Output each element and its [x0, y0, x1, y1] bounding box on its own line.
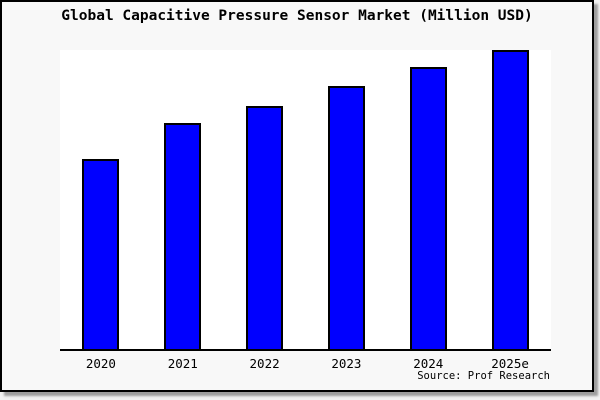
source-credit: Source: Prof Research [417, 370, 550, 382]
bar-2025e [491, 50, 529, 349]
bar-2022 [246, 105, 284, 349]
bar-2023 [327, 86, 365, 349]
x-tick-label-2022: 2022 [249, 356, 280, 371]
bar-2021 [164, 122, 202, 349]
x-tick-label-2025e: 2025e [491, 356, 529, 371]
x-tick-label-2023: 2023 [331, 356, 362, 371]
chart-frame: Global Capacitive Pressure Sensor Market… [0, 0, 594, 392]
x-tick-label-2024: 2024 [413, 356, 444, 371]
plot-area [60, 50, 551, 351]
bar-2020 [82, 159, 120, 349]
chart-title: Global Capacitive Pressure Sensor Market… [61, 8, 533, 24]
x-tick-label-2020: 2020 [85, 356, 116, 371]
x-tick-label-2021: 2021 [167, 356, 198, 371]
bar-2024 [409, 67, 447, 349]
